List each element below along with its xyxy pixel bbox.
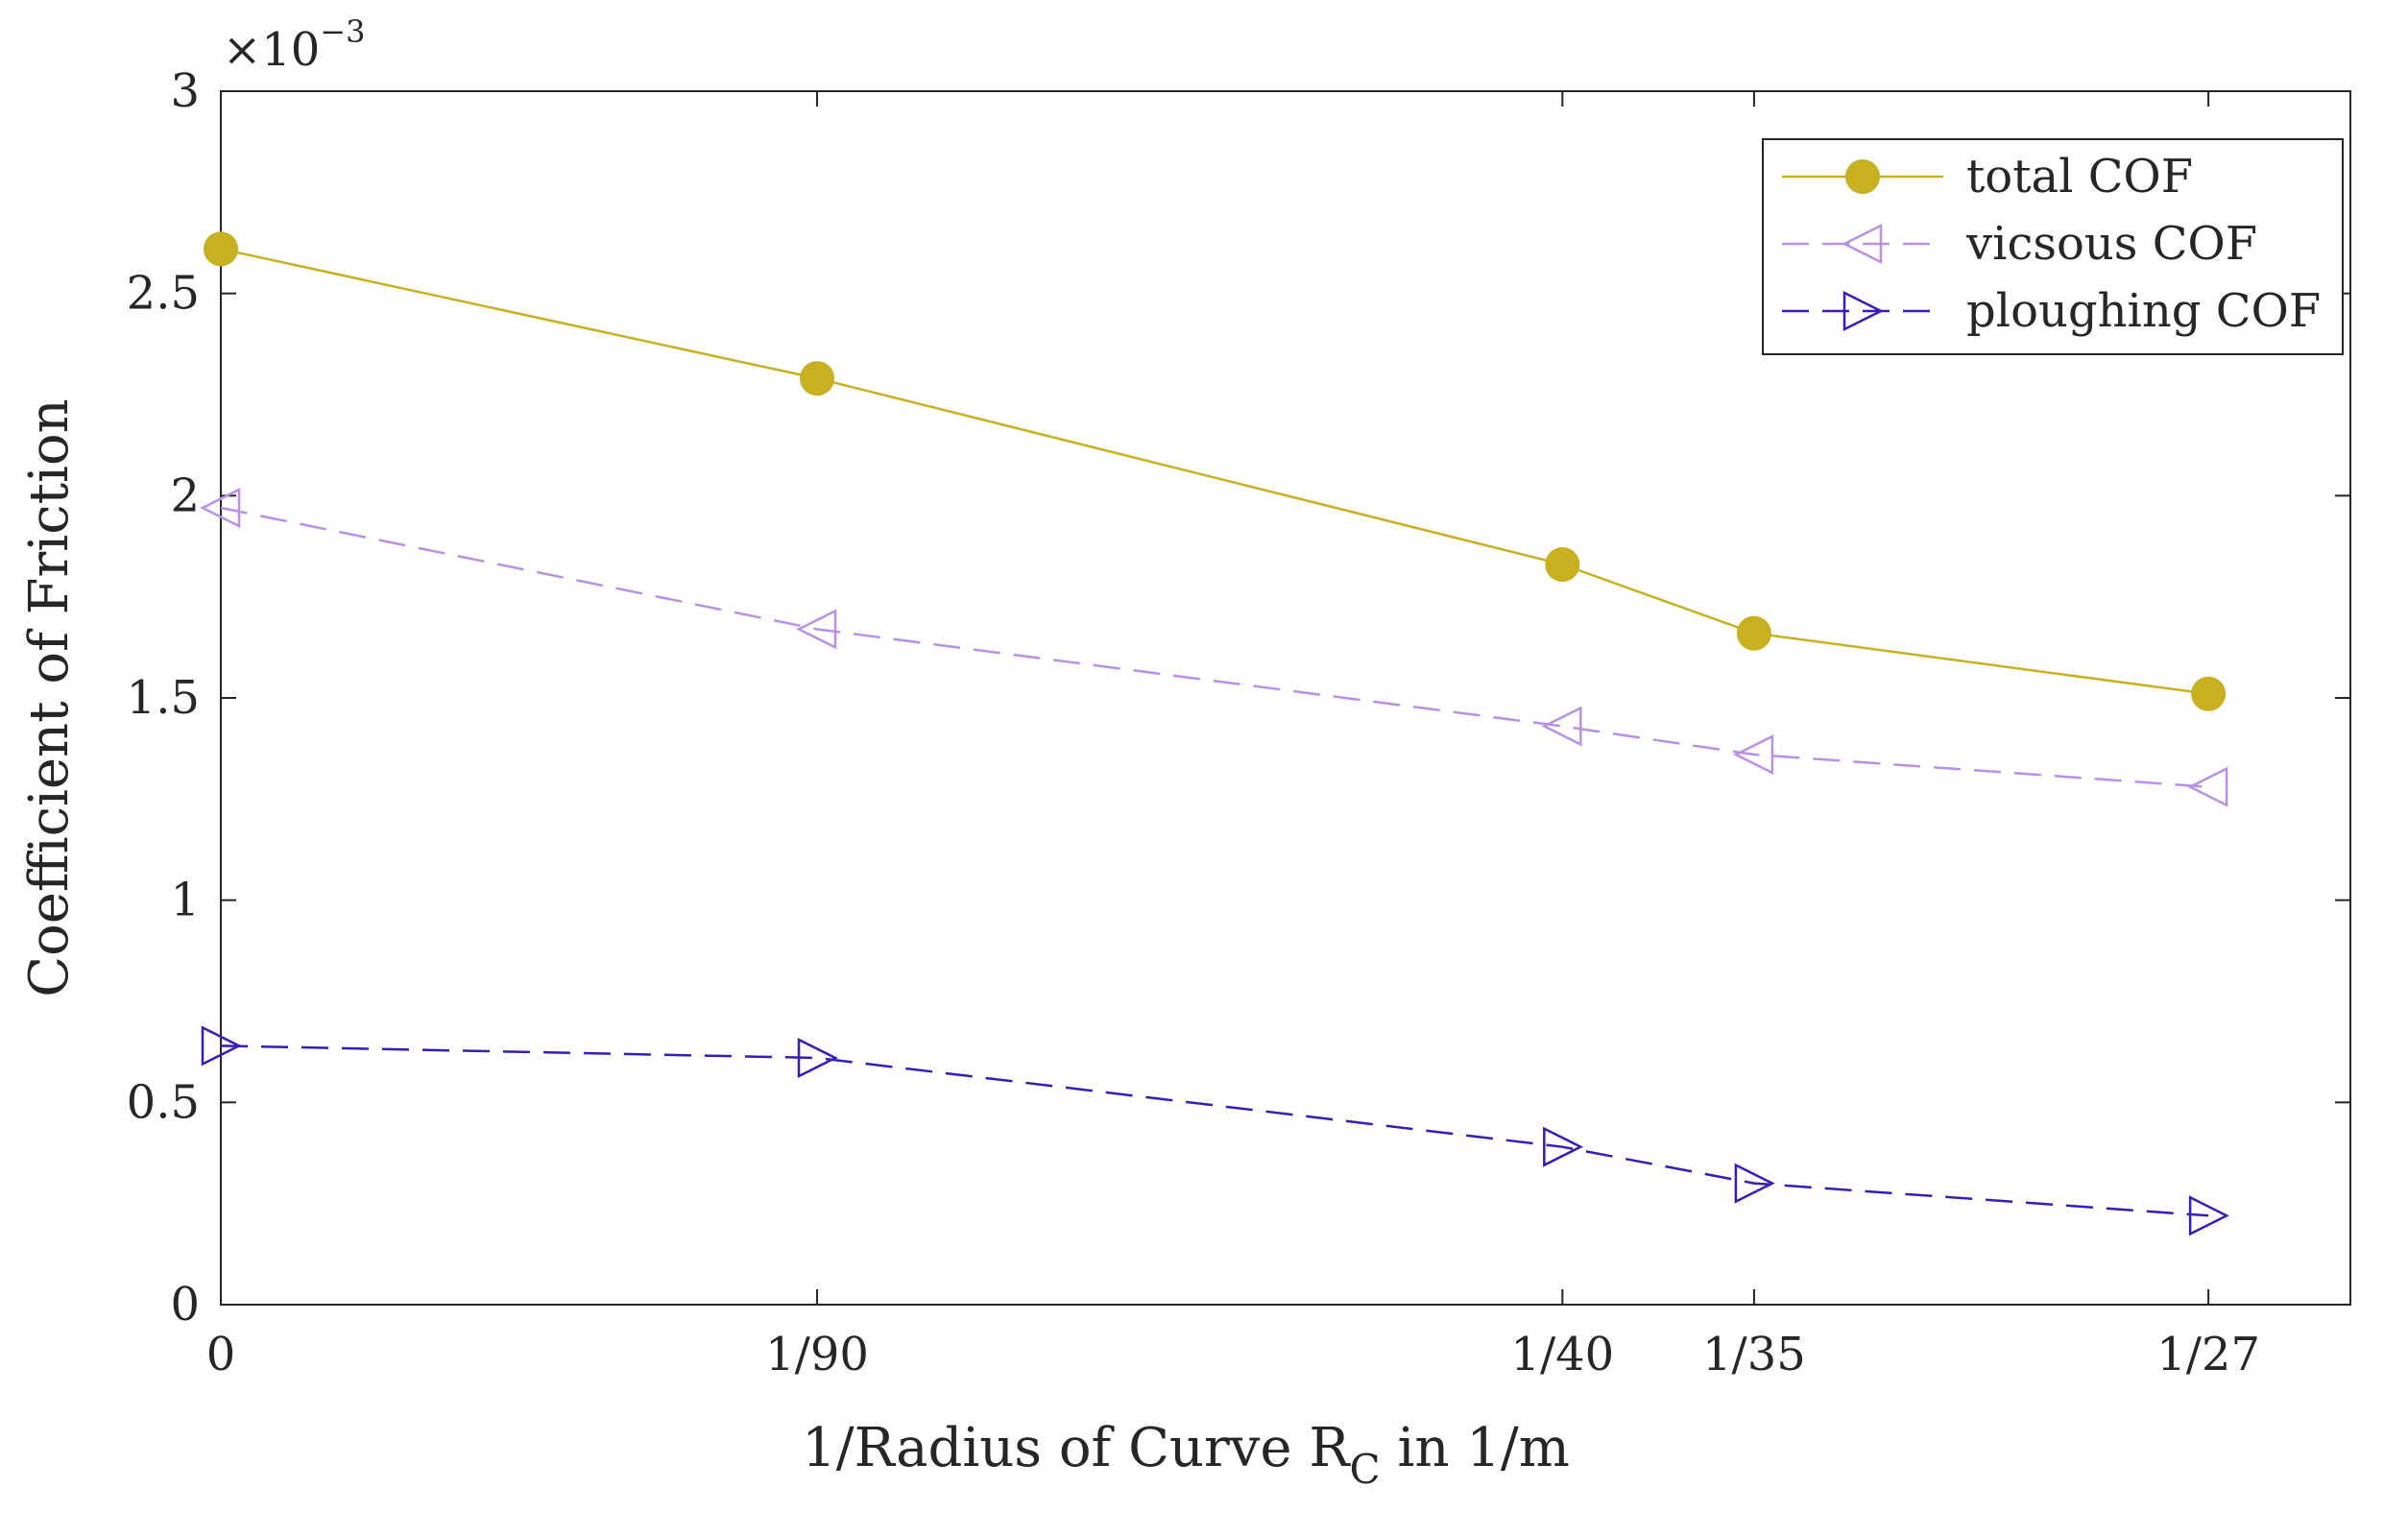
legend-label: ploughing COF <box>1966 284 2321 338</box>
legend-label: vicsous COF <box>1965 217 2257 271</box>
data-point-marker <box>800 361 835 396</box>
series-line <box>220 1044 2209 1217</box>
x-tick-label: 1/27 <box>2156 1328 2260 1381</box>
data-point-marker <box>200 487 241 528</box>
data-point-marker <box>1543 1126 1584 1167</box>
series-line <box>220 506 2209 788</box>
y-tick-label: 3 <box>170 64 200 118</box>
series-layer <box>200 231 2229 1236</box>
legend-item: vicsous COF <box>1782 217 2257 271</box>
legend-item: total COF <box>1782 150 2193 204</box>
ticks-layer: 0 0.5 1 1.5 2 2.5 3 0 1/90 1/40 1/35 1/27 <box>127 64 2350 1381</box>
x-axis-label-suffix: in 1/m <box>1381 1417 1570 1479</box>
y-tick-label: 2.5 <box>127 267 200 321</box>
y-tick-label: 0.5 <box>127 1075 200 1129</box>
data-point-marker <box>1734 1163 1775 1204</box>
y-exponent-power: −3 <box>320 13 365 50</box>
x-axis-label-subscript: C <box>1350 1446 1381 1493</box>
y-axis-label: Coefficient of Friction <box>18 398 81 997</box>
series-ploughing-cof <box>201 1025 2229 1236</box>
legend-marker <box>1842 290 1884 332</box>
x-tick-label: 1/35 <box>1702 1328 1806 1381</box>
y-tick-label: 1.5 <box>127 671 200 725</box>
legend-marker <box>1842 223 1883 265</box>
data-point-marker <box>796 609 837 650</box>
data-point-marker <box>797 1037 838 1079</box>
data-point-marker <box>1541 706 1582 747</box>
y-exponent-base: ×10 <box>223 23 320 77</box>
legend-marker <box>1845 159 1880 194</box>
y-tick-label: 0 <box>170 1278 200 1332</box>
data-point-marker <box>2191 676 2227 711</box>
legend-item: ploughing COF <box>1782 284 2321 338</box>
x-tick-label: 1/40 <box>1510 1328 1614 1381</box>
series-total-cof <box>204 231 2227 711</box>
legend: total COF vicsous COF ploughing COF <box>1762 138 2344 355</box>
legend-entries: total COF vicsous COF ploughing COF <box>1782 150 2321 338</box>
data-point-marker <box>2187 766 2228 807</box>
series-vicsous-cof <box>200 487 2228 807</box>
x-axis-label: 1/Radius of Curve RC in 1/m <box>802 1417 1570 1493</box>
x-axis-label-prefix: 1/Radius of Curve R <box>802 1417 1351 1479</box>
y-tick-label: 1 <box>170 874 200 927</box>
data-point-marker <box>1736 615 1771 651</box>
data-point-marker <box>204 231 238 267</box>
y-exponent-label: ×10−3 <box>223 13 365 77</box>
x-tick-label: 1/90 <box>765 1328 869 1381</box>
legend-label: total COF <box>1966 150 2193 204</box>
x-tick-label: 0 <box>206 1328 236 1381</box>
data-point-marker <box>1733 733 1774 776</box>
data-point-marker <box>2188 1195 2229 1236</box>
data-point-marker <box>1545 546 1580 582</box>
y-tick-label: 2 <box>170 468 200 522</box>
data-point-marker <box>201 1025 242 1067</box>
